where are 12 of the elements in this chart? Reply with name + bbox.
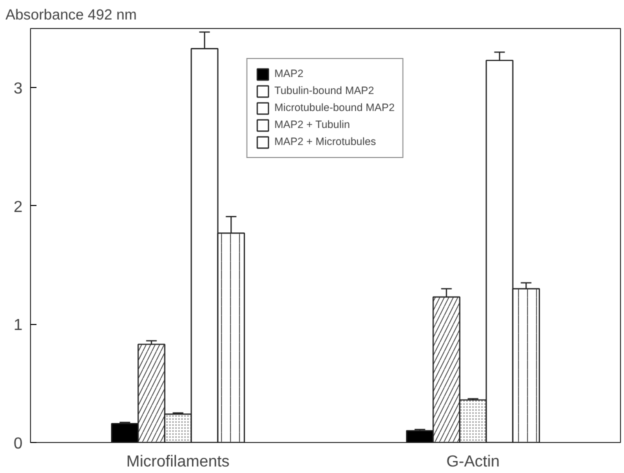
legend-label: Microtubule-bound MAP2: [274, 101, 395, 115]
y-tick-label: 0: [14, 436, 23, 452]
x-tick-label: Microfilaments: [126, 454, 230, 470]
y-axis-title: Absorbance 492 nm: [6, 8, 137, 24]
y-tick-label: 3: [14, 80, 23, 98]
legend-label: Tubulin-bound MAP2: [274, 84, 374, 98]
legend-label: MAP2 + Microtubules: [274, 135, 376, 149]
legend-label: MAP2: [274, 67, 304, 81]
y-tick-label: 2: [14, 198, 23, 216]
legend-label: MAP2 + Tubulin: [274, 118, 350, 132]
y-tick-label: 1: [14, 317, 23, 334]
x-tick-label: G-Actin: [446, 454, 500, 470]
